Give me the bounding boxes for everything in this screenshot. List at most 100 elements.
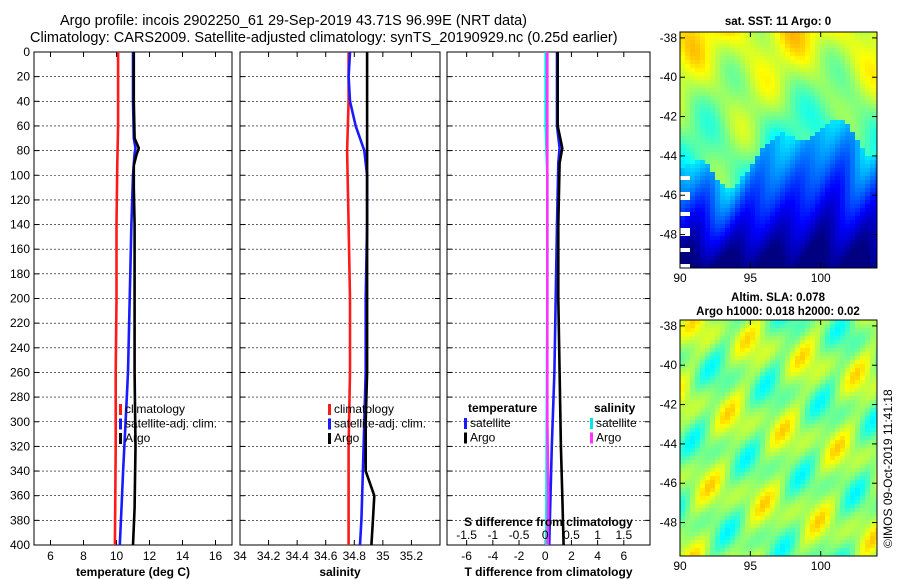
map-cell <box>875 504 877 509</box>
map-cell <box>785 504 791 509</box>
map-cell <box>780 448 786 453</box>
map-cell <box>820 344 826 349</box>
map-cell <box>735 484 741 489</box>
map-cell <box>785 60 791 65</box>
map-cell <box>800 172 806 177</box>
map-cell <box>805 348 811 353</box>
map-cell <box>805 176 811 181</box>
map-cell <box>845 508 851 513</box>
map-cell <box>805 364 811 369</box>
map-cell <box>685 428 691 433</box>
map-cell <box>730 512 736 517</box>
map-cell <box>750 76 756 81</box>
map-cell <box>755 40 761 45</box>
map-cell <box>805 424 811 429</box>
map-cell <box>770 488 776 493</box>
map-cell <box>725 424 731 429</box>
map-cell <box>785 256 791 261</box>
map-cell <box>735 124 741 129</box>
map-cell <box>795 80 801 85</box>
map-cell <box>780 516 786 521</box>
map-cell <box>750 516 756 521</box>
map-cell <box>850 44 856 49</box>
map-cell <box>790 416 796 421</box>
map-cell <box>710 432 716 437</box>
map-cell <box>810 372 816 377</box>
map-cell <box>800 104 806 109</box>
map-cell <box>850 256 856 261</box>
map-cell <box>875 428 877 433</box>
map-cell <box>765 364 771 369</box>
map-cell <box>835 204 841 209</box>
map-cell <box>820 388 826 393</box>
map-cell <box>750 152 756 157</box>
map-cell <box>755 488 761 493</box>
map-cell <box>740 176 746 181</box>
map-cell <box>730 80 736 85</box>
map-cell <box>715 136 721 141</box>
map-cell <box>685 84 691 89</box>
map-cell <box>785 64 791 69</box>
map-cell <box>715 396 721 401</box>
map-cell <box>730 372 736 377</box>
map-cell <box>795 104 801 109</box>
map-cell <box>790 108 796 113</box>
map-cell <box>755 504 761 509</box>
map-cell <box>800 132 806 137</box>
map-cell <box>820 520 826 525</box>
map-cell <box>855 176 861 181</box>
map-cell <box>740 36 746 41</box>
map-cell <box>805 460 811 465</box>
map-cell <box>790 148 796 153</box>
map-cell <box>720 236 726 241</box>
map-cell <box>800 92 806 97</box>
map-cell <box>750 244 756 249</box>
map-cell <box>720 112 726 117</box>
map-cell <box>815 52 821 57</box>
map-cell <box>690 324 696 329</box>
map-cell <box>745 76 751 81</box>
map-cell <box>780 540 786 545</box>
map-cell <box>820 372 826 377</box>
map-cell <box>730 460 736 465</box>
map-cell <box>710 84 716 89</box>
map-cell <box>680 540 686 545</box>
map-cell <box>705 460 711 465</box>
map-cell <box>680 96 686 101</box>
map-cell <box>765 372 771 377</box>
map-cell <box>835 116 841 121</box>
map-cell <box>755 396 761 401</box>
map-cell <box>705 56 711 61</box>
map-cell <box>705 192 711 197</box>
map-cell <box>805 128 811 133</box>
map-cell <box>680 236 686 241</box>
map-cell <box>750 160 756 165</box>
map-cell <box>720 152 726 157</box>
map-cell <box>735 188 741 193</box>
map-cell <box>815 348 821 353</box>
map-cell <box>870 368 876 373</box>
map-cell <box>735 416 741 421</box>
map-cell <box>705 164 711 169</box>
map-cell <box>680 348 686 353</box>
map-cell <box>780 196 786 201</box>
map-cell <box>720 380 726 385</box>
map-cell <box>820 76 826 81</box>
map-cell <box>800 220 806 225</box>
map-cell <box>685 388 691 393</box>
temperature-panel: 0204060801001201401601802002202402602803… <box>10 45 233 579</box>
map-cell <box>810 244 816 249</box>
map-cell <box>865 180 871 185</box>
map-cell <box>680 336 686 341</box>
map-cell <box>825 424 831 429</box>
map-cell <box>805 132 811 137</box>
map-cell <box>725 128 731 133</box>
map-cell <box>805 100 811 105</box>
map-cell <box>820 540 826 545</box>
map-cell <box>850 180 856 185</box>
map-cell <box>740 136 746 141</box>
map-cell <box>705 264 711 268</box>
map-cell <box>795 528 801 533</box>
map-cell <box>780 32 786 37</box>
map-cell <box>865 376 871 381</box>
